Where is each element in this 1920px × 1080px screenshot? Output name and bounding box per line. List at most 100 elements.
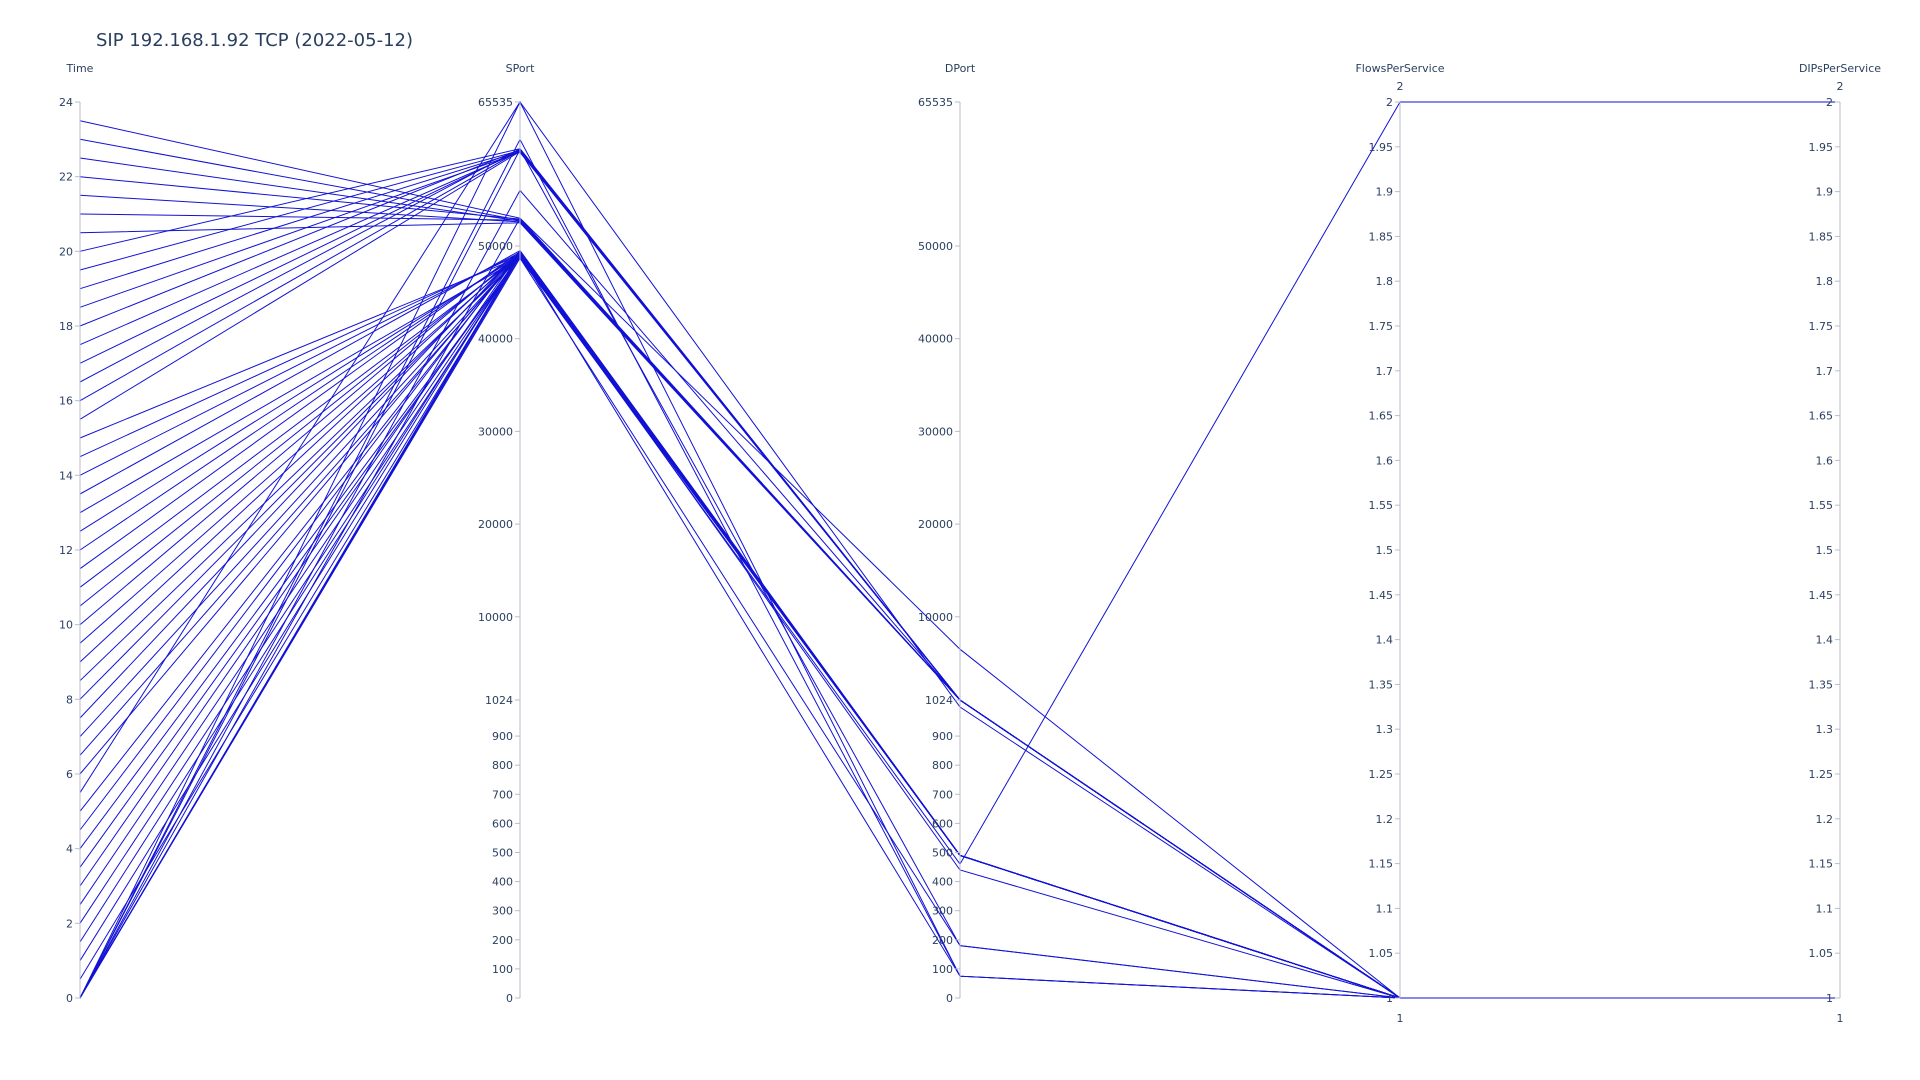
tick-label: 1.1 [1376,902,1394,915]
tick-label: 1 [1386,992,1393,1005]
tick-label: 200 [932,934,953,947]
tick-label: 500 [492,846,513,859]
tick-label: 1.85 [1809,230,1834,243]
tick-label: 1.15 [1809,858,1834,871]
tick-label: 300 [932,905,953,918]
tick-label: 1.65 [1809,410,1834,423]
tick-label: 65535 [918,96,953,109]
axis-flowsperservice: FlowsPerService 1 1.05 1.1 1.15 1.2 1.25 1.3 1.3… [1355,62,1444,1025]
tick-label: 1.4 [1816,634,1834,647]
tick-label: 1.8 [1816,275,1834,288]
tick-label: 1.3 [1376,723,1394,736]
axis-title: FlowsPerService [1355,62,1444,75]
tick-label: 10 [59,619,73,632]
tick-label: 50000 [918,240,953,253]
tick-label: 700 [492,788,513,801]
tick-label: 0 [506,992,513,1005]
range-min-label: 1 [1837,1012,1844,1025]
tick-label: 1.35 [1809,678,1834,691]
tick-label: 1.7 [1816,365,1834,378]
tick-label: 1.4 [1376,634,1394,647]
tick-label: 40000 [918,333,953,346]
tick-label: 12 [59,544,73,557]
tick-label: 1.05 [1369,947,1394,960]
axis-title: Time [66,62,94,75]
tick-label: 30000 [918,425,953,438]
tick-label: 1.45 [1369,589,1394,602]
axis-title: SPort [506,62,535,75]
tick-label: 18 [59,320,73,333]
tick-label: 20000 [918,518,953,531]
tick-label: 1.95 [1809,141,1834,154]
tick-label: 8 [66,693,73,706]
tick-label: 400 [492,876,513,889]
tick-label: 1.85 [1369,230,1394,243]
tick-label: 1.65 [1369,410,1394,423]
tick-label: 10000 [918,611,953,624]
tick-label: 20000 [478,518,513,531]
range-min-label: 1 [1397,1012,1404,1025]
tick-label: 1.5 [1376,544,1394,557]
tick-label: 1.9 [1816,186,1834,199]
tick-label: 1.35 [1369,678,1394,691]
tick-label: 400 [932,876,953,889]
tick-label: 1.3 [1816,723,1834,736]
tick-label: 100 [932,963,953,976]
tick-label: 1.7 [1376,365,1394,378]
tick-label: 900 [932,730,953,743]
axis-sport: SPort 0 100 200 300 400 500 600 700 800 900 1024 100… [478,62,535,1005]
tick-label: 1.9 [1376,186,1394,199]
tick-label: 1.55 [1809,499,1834,512]
tick-label: 30000 [478,425,513,438]
tick-label: 14 [59,469,73,482]
tick-label: 1.5 [1816,544,1834,557]
tick-label: 4 [66,843,73,856]
tick-label: 1.75 [1809,320,1834,333]
tick-label: 800 [932,759,953,772]
tick-label: 40000 [478,333,513,346]
tick-label: 0 [946,992,953,1005]
tick-label: 1.1 [1816,902,1834,915]
tick-label: 6 [66,768,73,781]
tick-label: 1.6 [1376,454,1394,467]
tick-label: 65535 [478,96,513,109]
tick-label: 100 [492,963,513,976]
tick-label: 1.95 [1369,141,1394,154]
tick-label: 24 [59,96,73,109]
tick-label: 1.75 [1369,320,1394,333]
tick-label: 1.05 [1809,947,1834,960]
tick-label: 2 [66,917,73,930]
tick-label: 900 [492,730,513,743]
range-max-label: 2 [1397,80,1404,93]
tick-label: 1.55 [1369,499,1394,512]
axis-dipsperservice: DIPsPerService 1 1.05 1.1 1.15 1.2 1.25 1.3 1.35… [1799,62,1881,1025]
tick-label: 2 [1826,96,1833,109]
tick-label: 0 [66,992,73,1005]
tick-label: 600 [492,817,513,830]
tick-label: 1024 [485,694,513,707]
tick-label: 1.25 [1369,768,1394,781]
tick-label: 20 [59,245,73,258]
tick-label: 1.45 [1809,589,1834,602]
tick-label: 50000 [478,240,513,253]
tick-label: 600 [932,817,953,830]
tick-label: 1024 [925,694,953,707]
tick-label: 500 [932,846,953,859]
tick-label: 1.15 [1369,858,1394,871]
tick-label: 10000 [478,611,513,624]
tick-label: 1.25 [1809,768,1834,781]
tick-label: 300 [492,905,513,918]
axis-title: DIPsPerService [1799,62,1881,75]
chart-title: SIP 192.168.1.92 TCP (2022-05-12) [96,30,414,51]
tick-label: 16 [59,395,73,408]
tick-label: 2 [1386,96,1393,109]
axis-dport: DPort 0 100 200 300 400 500 600 700 800 900 1024 100… [918,62,976,1005]
tick-label: 1.8 [1376,275,1394,288]
tick-label: 1.2 [1376,813,1394,826]
tick-label: 1.6 [1816,454,1834,467]
axis-title: DPort [945,62,976,75]
tick-label: 1.2 [1816,813,1834,826]
range-max-label: 2 [1837,80,1844,93]
tick-label: 700 [932,788,953,801]
